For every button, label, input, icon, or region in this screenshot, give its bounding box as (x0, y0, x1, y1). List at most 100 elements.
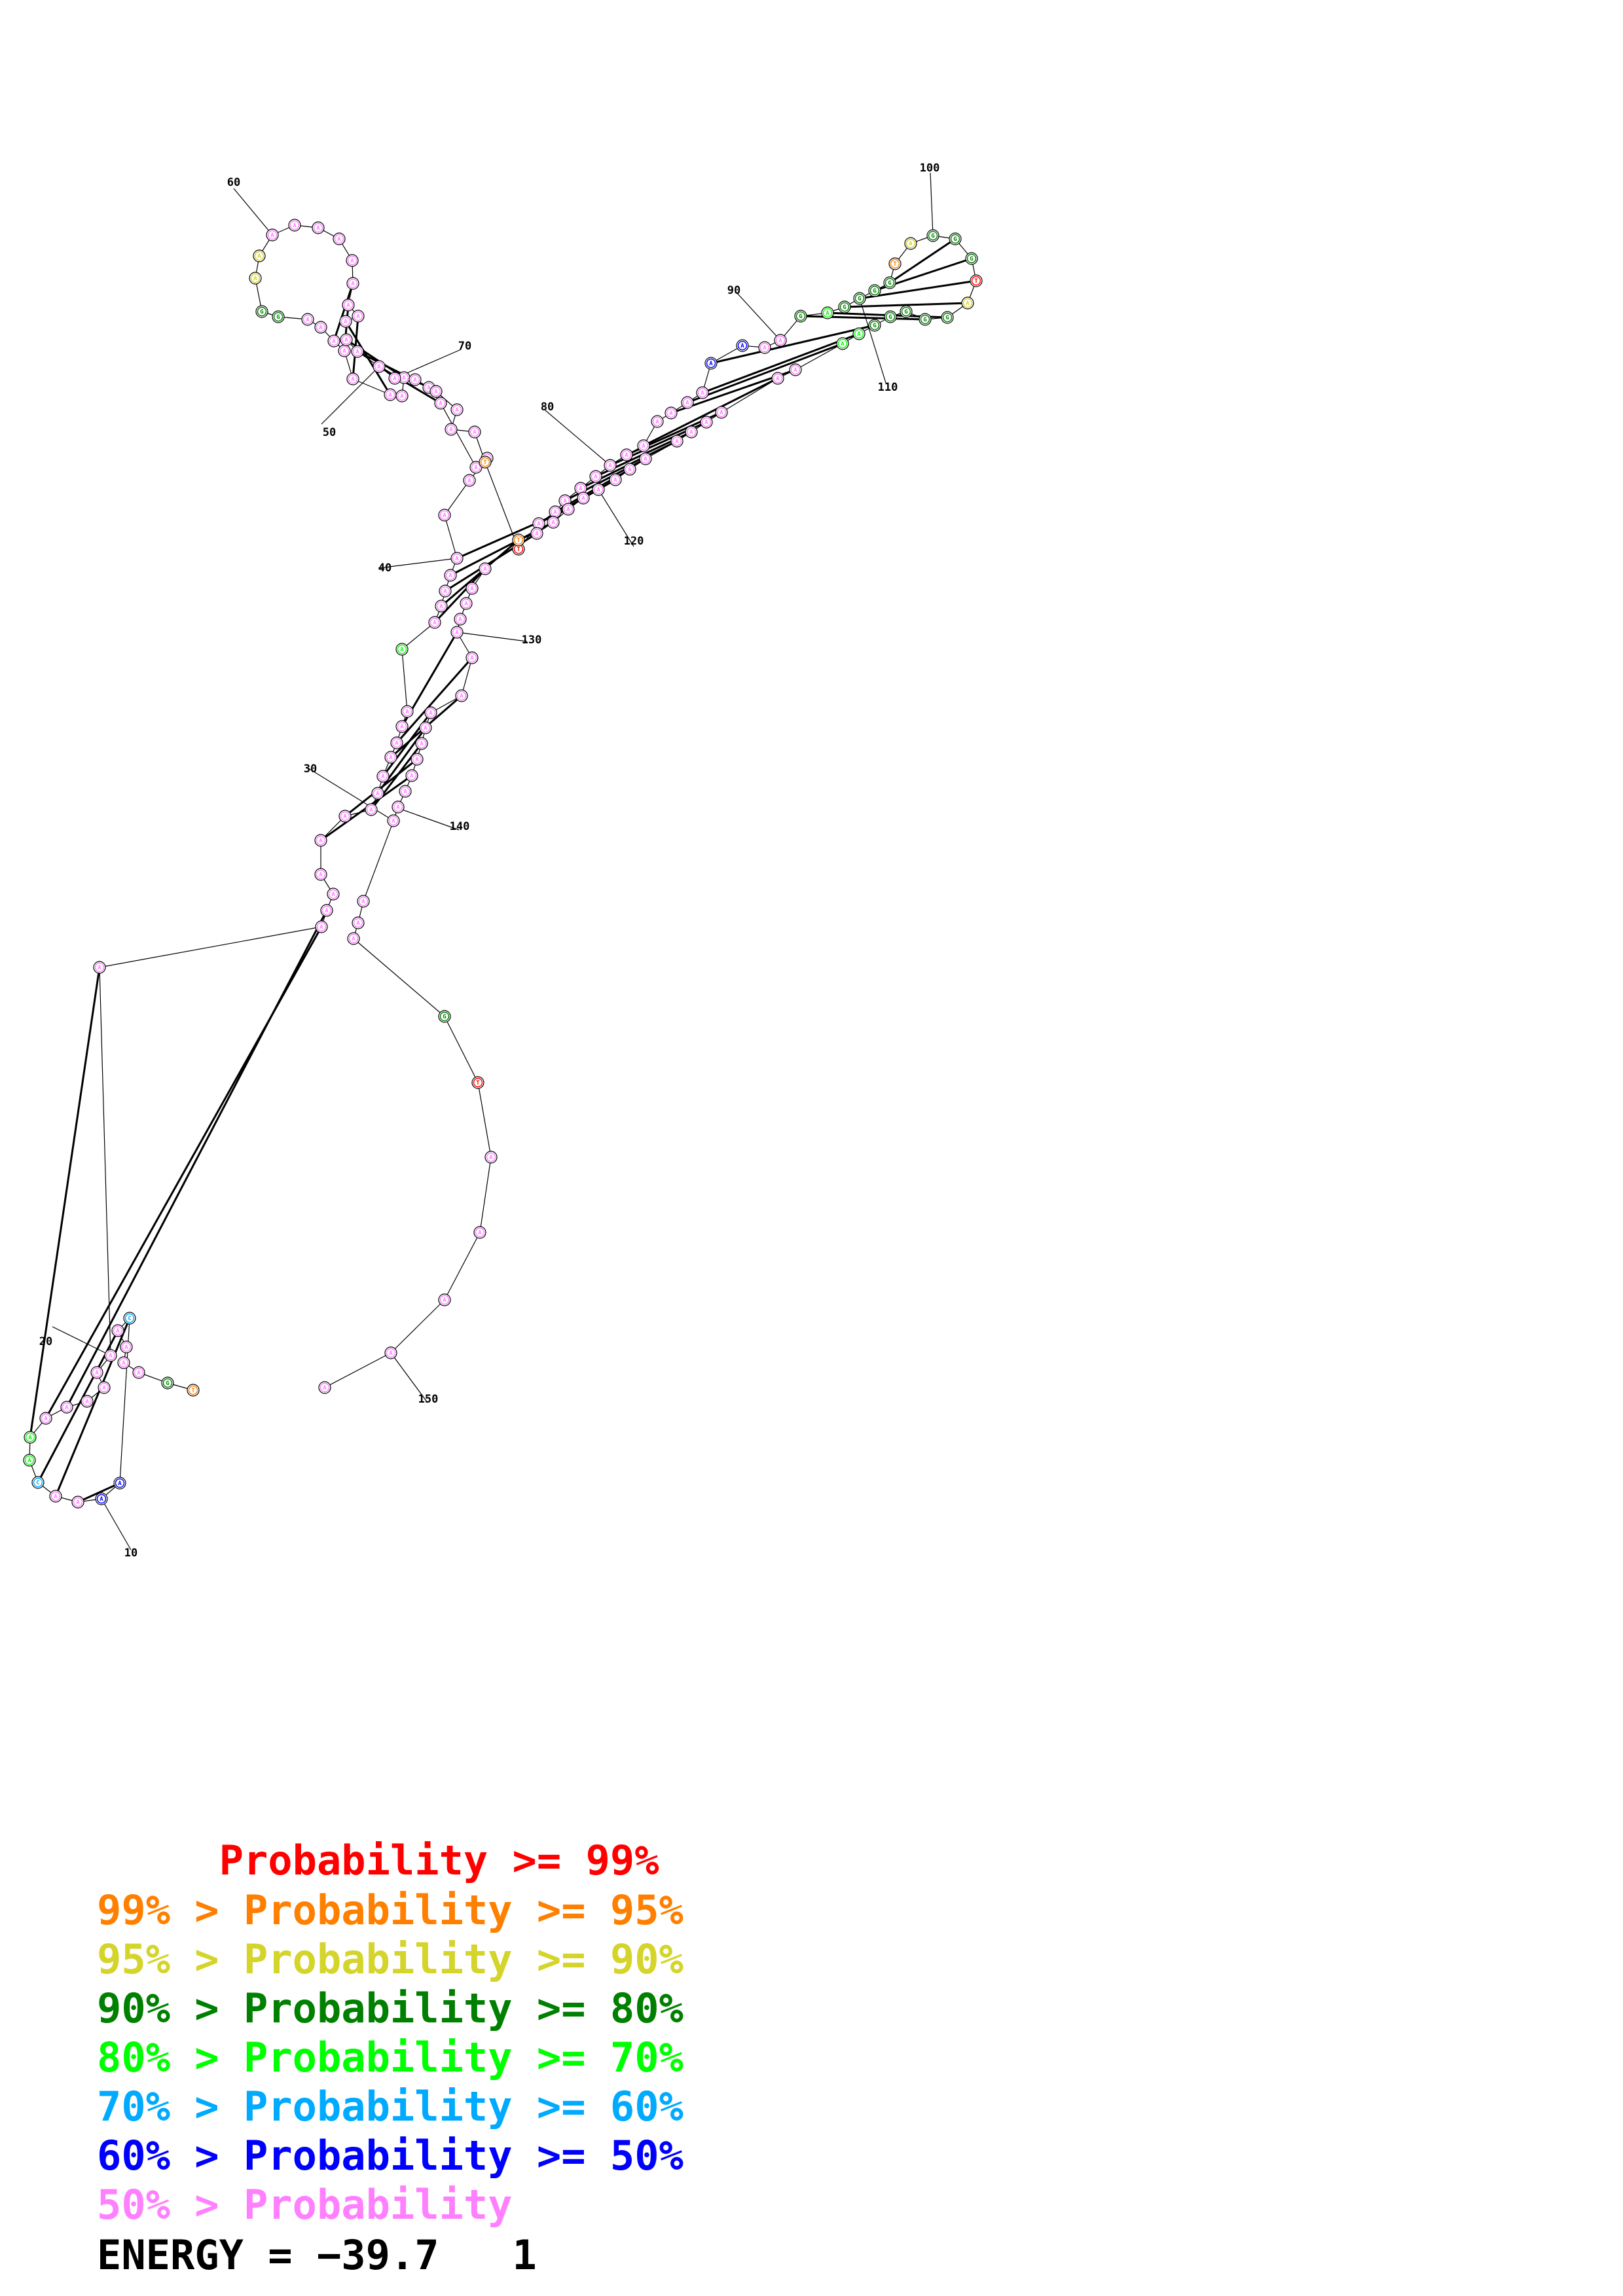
position-label: 140 (450, 820, 470, 833)
position-tick (930, 172, 934, 236)
nucleotide-node: A (395, 389, 409, 403)
nucleotide-node: A (415, 737, 428, 750)
nucleotide-letter: A (596, 487, 600, 493)
nucleotide-letter: A (122, 1360, 126, 1367)
nucleotide-letter: A (389, 1350, 393, 1357)
nucleotide-letter: A (455, 407, 459, 414)
nucleotide-node: A (71, 1496, 84, 1509)
nucleotide-node: A (314, 834, 327, 847)
nucleotide-node: A (434, 397, 447, 410)
nucleotide-letter: A (85, 1399, 89, 1405)
backbone-segment (99, 967, 111, 1356)
nucleotide-node: A (339, 315, 352, 328)
nucleotide-letter: A (740, 343, 744, 350)
nucleotide-node: G (794, 310, 807, 323)
nucleotide-node: G (838, 300, 851, 314)
nucleotide-letter: A (350, 258, 354, 264)
position-tick (394, 806, 460, 831)
nucleotide-node: A (454, 613, 467, 626)
nucleotide-letter: A (608, 463, 612, 469)
nucleotide-node: A (736, 339, 749, 352)
nucleotide-node: A (438, 1293, 451, 1306)
nucleotide-letter: A (470, 586, 474, 592)
nucleotide-node: A (681, 396, 694, 409)
nucleotide-node: A (455, 689, 468, 702)
nucleotide-letter: G (945, 315, 949, 321)
nucleotide-node: A (665, 406, 678, 420)
nucleotide-node: A (479, 562, 492, 575)
nucleotide-node: A (60, 1401, 73, 1414)
nucleotide-letter: A (467, 478, 471, 484)
nucleotide-node: C (123, 1312, 136, 1325)
base-pair-bond (889, 238, 956, 284)
base-pair-bond (687, 342, 843, 404)
nucleotide-node: A (639, 452, 652, 465)
backbone-segment (444, 480, 470, 516)
base-pair-bond (77, 1482, 120, 1503)
nucleotide-letter: A (455, 556, 459, 562)
base-pair-bond (395, 657, 473, 744)
nucleotide-node: A (439, 584, 452, 598)
base-pair-bond (844, 302, 968, 308)
base-pair-bond (45, 926, 323, 1419)
nucleotide-node: A (577, 492, 590, 505)
nucleotide-node: A (484, 1151, 498, 1164)
nucleotide-letter: A (443, 1297, 447, 1304)
nucleotide-letter: A (415, 757, 419, 763)
nucleotide-letter: A (701, 390, 704, 397)
nucleotide-node: A (419, 721, 432, 734)
nucleotide-node: A (696, 386, 709, 399)
nucleotide-node: T (471, 1076, 484, 1089)
nucleotide-letter: A (443, 588, 447, 595)
position-label: 120 (624, 535, 644, 548)
nucleotide-node: A (315, 920, 328, 933)
nucleotide-node: A (637, 439, 650, 452)
nucleotide-node: G (853, 292, 866, 305)
nucleotide-node: A (352, 916, 365, 929)
nucleotide-letter: A (352, 936, 356, 942)
position-label: 80 (541, 401, 554, 414)
nucleotide-letter: A (319, 924, 323, 931)
legend-line-8: 50% > Probability (97, 2181, 513, 2229)
position-tick (598, 489, 634, 547)
nucleotide-letter: A (403, 789, 407, 795)
nucleotide-node: A (312, 221, 325, 234)
nucleotide-node: A (132, 1366, 145, 1379)
nucleotide-letter: G (904, 309, 907, 315)
base-pair-bond (800, 315, 926, 321)
base-pair-bond (702, 332, 860, 394)
nucleotide-node: A (392, 800, 405, 814)
position-labels: 10 20 30 40 50 60 70 80 90 100 110 120 130 140 150 (39, 162, 940, 1560)
nucleotide-node: A (340, 333, 353, 346)
nucleotide-node: T (888, 257, 902, 270)
nucleotide-node: T (970, 274, 983, 287)
nucleotide-node: A (342, 298, 355, 312)
nucleotide-letter: A (319, 872, 323, 878)
nucleotide-node: G (949, 232, 962, 245)
nucleotide-node: G (161, 1376, 174, 1390)
nucleotide-letter: A (429, 710, 433, 717)
nucleotide-node: A (852, 327, 866, 340)
nucleotide-letter: A (669, 410, 673, 417)
nucleotide-letter: G (843, 304, 846, 311)
nucleotide-letter: G (970, 256, 973, 262)
nucleotide-letter: A (563, 498, 567, 505)
nucleotide-letter: A (644, 456, 647, 463)
nucleotide-letter: A (474, 465, 478, 471)
nucleotide-node: A (410, 753, 424, 766)
nucleotide-letter: A (841, 341, 845, 348)
nucleotide-letter: A (460, 693, 464, 700)
nucleotide-letter: A (410, 773, 414, 780)
nucleotide-node: A (623, 463, 636, 476)
nucleotide-letter: A (118, 1480, 122, 1487)
nucleotide-letter: A (28, 1435, 32, 1441)
nucleotide-letter: A (966, 300, 970, 307)
nucleotide-node: G (883, 276, 896, 289)
nucleotide-node: A (604, 459, 617, 472)
position-tick (545, 410, 611, 466)
nucleotide-letter: A (625, 452, 629, 459)
nucleotide-letter: A (776, 376, 780, 382)
nucleotide-node: A (395, 720, 409, 733)
position-tick (378, 558, 458, 569)
